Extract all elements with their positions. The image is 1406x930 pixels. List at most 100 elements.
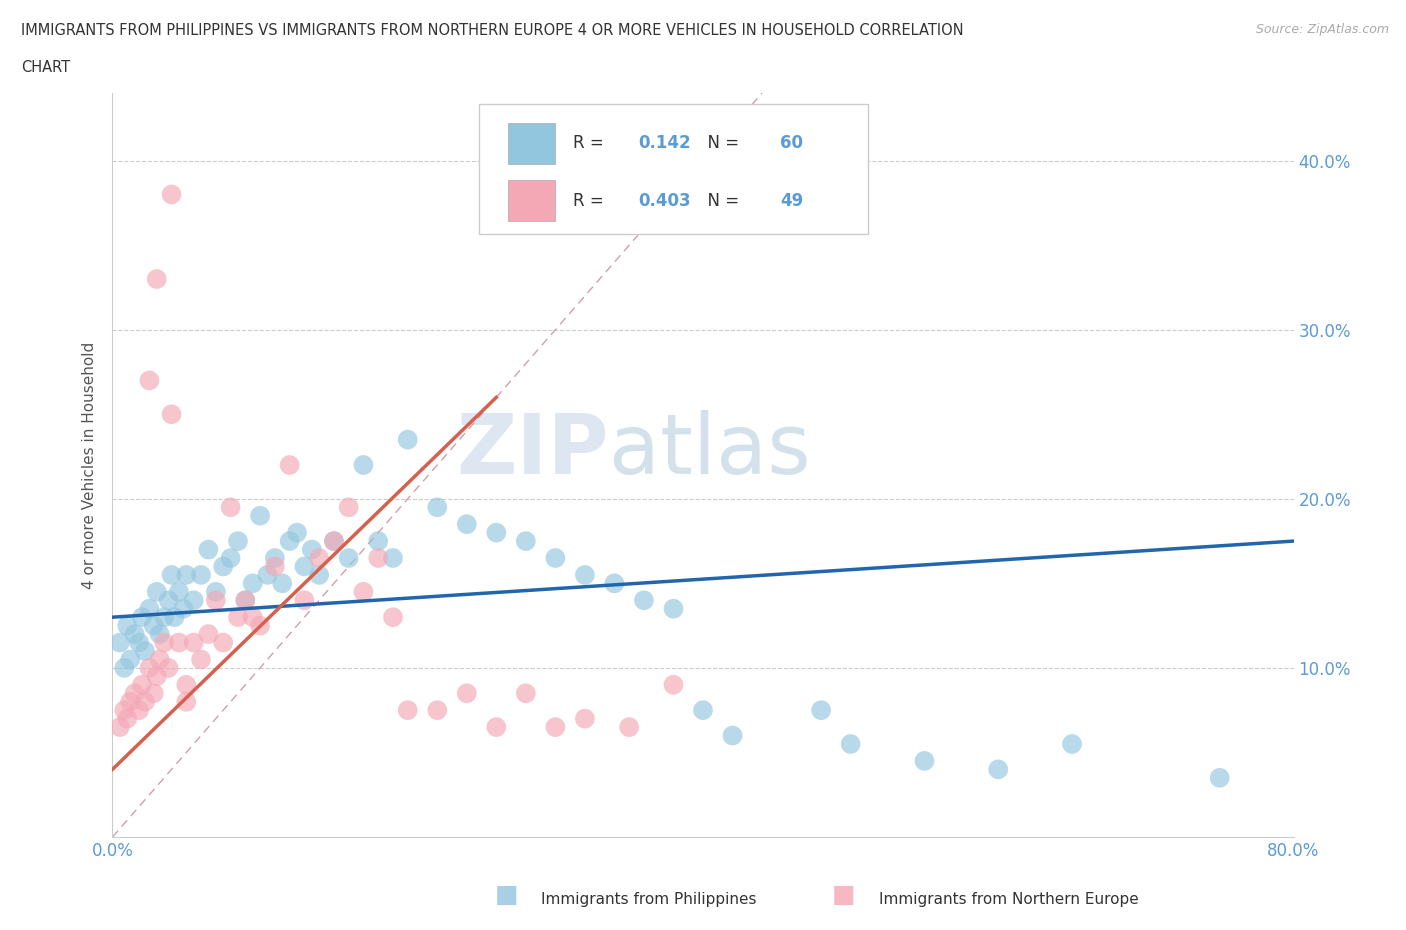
Text: 0.142: 0.142	[638, 134, 690, 153]
Point	[117, 711, 138, 726]
Point	[157, 592, 180, 607]
Point	[285, 525, 308, 540]
Point	[205, 584, 228, 599]
Point	[183, 635, 205, 650]
Point	[603, 576, 626, 591]
Text: 49: 49	[780, 192, 803, 210]
Point	[662, 677, 685, 692]
Point	[662, 602, 685, 617]
Text: Immigrants from Philippines: Immigrants from Philippines	[541, 892, 756, 907]
Point	[212, 559, 235, 574]
Point	[278, 458, 301, 472]
Text: Source: ZipAtlas.com: Source: ZipAtlas.com	[1256, 23, 1389, 36]
Point	[153, 610, 176, 625]
Point	[301, 542, 323, 557]
Point	[233, 592, 256, 607]
Point	[1062, 737, 1084, 751]
Text: 0.403: 0.403	[638, 192, 690, 210]
Text: CHART: CHART	[21, 60, 70, 75]
Point	[292, 592, 315, 607]
Text: ZIP: ZIP	[456, 409, 609, 491]
Point	[515, 685, 537, 700]
Point	[226, 534, 249, 549]
Point	[146, 272, 169, 286]
Point	[212, 635, 235, 650]
Text: ■: ■	[832, 883, 855, 907]
Point	[323, 534, 346, 549]
Point	[219, 551, 242, 565]
Point	[146, 584, 169, 599]
Point	[134, 695, 156, 710]
Point	[574, 711, 596, 726]
Point	[142, 685, 165, 700]
Point	[146, 669, 169, 684]
Point	[308, 567, 330, 582]
Point	[426, 499, 449, 514]
Point	[183, 592, 205, 607]
Point	[249, 618, 271, 633]
Point	[544, 551, 567, 565]
Point	[131, 610, 153, 625]
Point	[987, 762, 1010, 777]
Point	[160, 567, 183, 582]
Text: N =: N =	[697, 134, 744, 153]
Point	[352, 458, 374, 472]
Point	[124, 685, 146, 700]
Point	[197, 627, 219, 642]
Point	[721, 728, 744, 743]
Point	[112, 703, 135, 718]
Point	[117, 618, 138, 633]
Point	[485, 720, 508, 735]
Text: atlas: atlas	[609, 409, 810, 491]
Text: R =: R =	[574, 192, 609, 210]
Point	[128, 703, 150, 718]
Text: ■: ■	[495, 883, 517, 907]
Point	[138, 373, 160, 388]
Text: IMMIGRANTS FROM PHILIPPINES VS IMMIGRANTS FROM NORTHERN EUROPE 4 OR MORE VEHICLE: IMMIGRANTS FROM PHILIPPINES VS IMMIGRANT…	[21, 23, 963, 38]
Point	[382, 551, 405, 565]
Point	[1208, 770, 1232, 785]
Point	[619, 720, 641, 735]
Point	[138, 602, 160, 617]
Text: R =: R =	[574, 134, 609, 153]
Point	[226, 610, 249, 625]
Point	[190, 567, 212, 582]
Point	[160, 187, 183, 202]
Point	[352, 584, 374, 599]
Point	[138, 660, 160, 675]
Point	[396, 703, 419, 718]
Point	[264, 559, 287, 574]
Point	[249, 509, 271, 524]
Point	[292, 559, 315, 574]
Point	[174, 695, 197, 710]
Point	[367, 534, 389, 549]
Point	[914, 753, 936, 768]
Point	[544, 720, 567, 735]
Point	[190, 652, 212, 667]
Point	[574, 567, 596, 582]
Text: N =: N =	[697, 192, 744, 210]
FancyBboxPatch shape	[508, 180, 555, 221]
Point	[157, 660, 180, 675]
Point	[174, 677, 197, 692]
Point	[167, 584, 190, 599]
Point	[692, 703, 714, 718]
Point	[515, 534, 537, 549]
FancyBboxPatch shape	[478, 104, 869, 234]
Point	[131, 677, 153, 692]
Point	[124, 627, 146, 642]
Point	[134, 644, 156, 658]
FancyBboxPatch shape	[508, 123, 555, 164]
Point	[172, 602, 194, 617]
Point	[337, 551, 360, 565]
Point	[120, 652, 142, 667]
Point	[160, 406, 183, 421]
Point	[242, 610, 264, 625]
Point	[264, 551, 287, 565]
Point	[120, 695, 142, 710]
Text: Immigrants from Northern Europe: Immigrants from Northern Europe	[879, 892, 1139, 907]
Point	[142, 618, 165, 633]
Point	[308, 551, 330, 565]
Point	[382, 610, 405, 625]
Point	[323, 534, 346, 549]
